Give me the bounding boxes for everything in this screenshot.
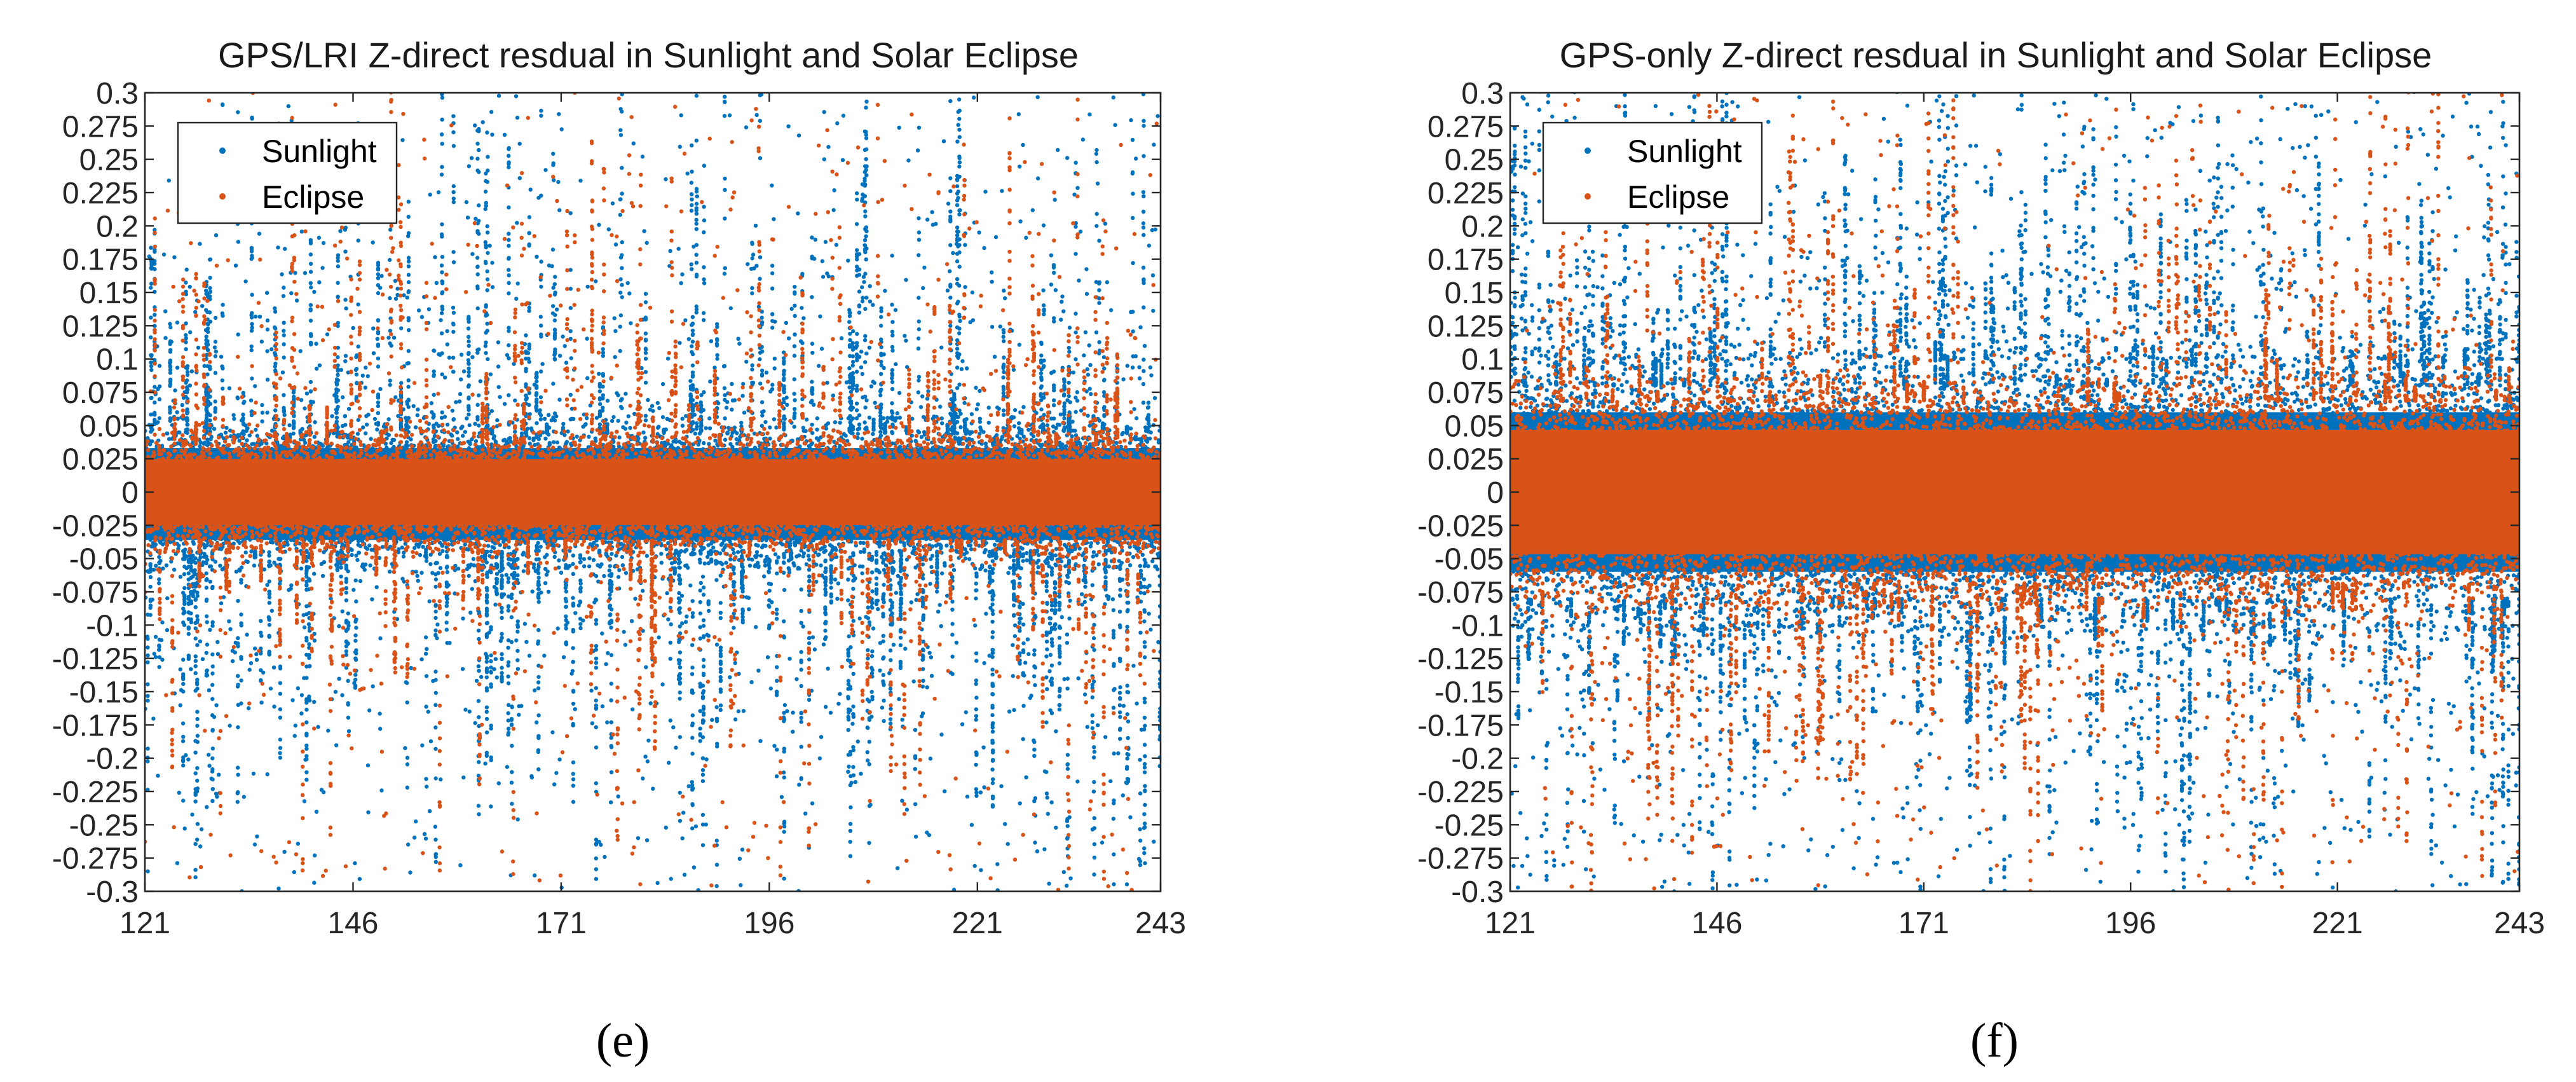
legend-label: Eclipse <box>262 179 364 215</box>
y-tick-label: -0.2 <box>86 743 139 776</box>
y-tick-label: -0.2 <box>1451 743 1504 776</box>
y-tick-label: 0.225 <box>1428 177 1504 210</box>
y-tick-label: 0.025 <box>62 443 139 477</box>
y-tick-label: -0.15 <box>69 676 139 709</box>
legend-marker <box>219 193 226 200</box>
y-tick-label: 0.25 <box>79 144 139 177</box>
y-tick-label: 0.3 <box>96 77 139 111</box>
y-tick-label: -0.125 <box>52 643 139 676</box>
y-tick-label: 0.125 <box>1428 310 1504 343</box>
x-tick-label: 243 <box>2494 907 2545 940</box>
y-tick-label: 0.05 <box>1445 409 1504 443</box>
x-tick-label: 121 <box>1485 907 1536 940</box>
x-tick-label: 146 <box>1691 907 1742 940</box>
chart-title: GPS/LRI Z-direct resdual in Sunlight and… <box>218 35 1079 75</box>
y-tick-label: -0.275 <box>52 842 139 876</box>
x-tick-label: 221 <box>952 907 1003 940</box>
panel-f: GPS-only Z-direct resdual in Sunlight an… <box>1417 12 2545 1067</box>
y-tick-label: 0.1 <box>96 343 139 377</box>
y-tick-label: -0.075 <box>52 576 139 610</box>
y-tick-label: 0.175 <box>62 243 139 277</box>
y-tick-label: -0.125 <box>1417 643 1504 676</box>
panel-caption: (f) <box>1970 1014 2019 1067</box>
legend-marker <box>1584 147 1591 154</box>
panel-caption: (e) <box>596 1014 650 1067</box>
y-tick-label: -0.05 <box>1435 543 1504 577</box>
y-tick-label: 0.2 <box>96 210 139 243</box>
y-tick-label: -0.15 <box>1435 676 1504 709</box>
panel-e: GPS/LRI Z-direct resdual in Sunlight and… <box>52 35 1186 1067</box>
y-tick-label: 0.05 <box>79 409 139 443</box>
x-tick-label: 221 <box>2312 907 2363 940</box>
y-tick-label: 0.175 <box>1428 243 1504 277</box>
y-tick-label: -0.025 <box>1417 509 1504 543</box>
y-tick-label: 0 <box>1487 476 1504 510</box>
plot-area-e: 0.30.2750.250.2250.20.1750.150.1250.10.0… <box>52 71 1186 940</box>
y-tick-label: -0.3 <box>1451 875 1504 909</box>
y-tick-label: -0.25 <box>69 809 139 842</box>
legend-label: Sunlight <box>1627 134 1742 169</box>
y-tick-label: 0.25 <box>1445 144 1504 177</box>
x-tick-label: 196 <box>2105 907 2156 940</box>
y-tick-label: 0.275 <box>1428 110 1504 144</box>
y-tick-label: -0.275 <box>1417 842 1504 876</box>
y-tick-label: -0.225 <box>52 776 139 809</box>
legend: Sunlight Eclipse <box>178 123 397 223</box>
y-tick-label: 0.075 <box>62 376 139 410</box>
x-tick-label: 171 <box>1898 907 1949 940</box>
chart-title: GPS-only Z-direct resdual in Sunlight an… <box>1560 35 2432 75</box>
y-tick-label: -0.1 <box>86 609 139 643</box>
y-tick-label: 0.075 <box>1428 376 1504 410</box>
y-tick-label: 0.125 <box>62 310 139 343</box>
x-tick-label: 146 <box>327 907 378 940</box>
x-tick-label: 243 <box>1135 907 1186 940</box>
y-tick-label: -0.25 <box>1435 809 1504 842</box>
y-tick-label: -0.05 <box>69 543 139 577</box>
y-tick-label: 0.1 <box>1461 343 1504 377</box>
legend-label: Sunlight <box>262 134 377 169</box>
legend-marker <box>219 147 226 154</box>
x-tick-label: 196 <box>744 907 794 940</box>
y-tick-label: -0.025 <box>52 509 139 543</box>
x-tick-label: 171 <box>536 907 587 940</box>
x-tick-label: 121 <box>119 907 170 940</box>
y-tick-label: 0.275 <box>62 110 139 144</box>
legend: Sunlight Eclipse <box>1543 123 1762 223</box>
y-tick-label: 0.2 <box>1461 210 1504 243</box>
y-tick-label: 0 <box>121 476 139 510</box>
y-tick-label: -0.075 <box>1417 576 1504 610</box>
y-tick-label: 0.225 <box>62 177 139 210</box>
legend-label: Eclipse <box>1627 179 1729 215</box>
plot-area-f: 0.30.2750.250.2250.20.1750.150.1250.10.0… <box>1417 12 2545 973</box>
y-tick-label: 0.025 <box>1428 443 1504 477</box>
y-tick-label: -0.225 <box>1417 776 1504 809</box>
y-tick-label: -0.1 <box>1451 609 1504 643</box>
y-tick-label: 0.3 <box>1461 77 1504 111</box>
y-tick-label: 0.15 <box>1445 277 1504 310</box>
y-tick-label: 0.15 <box>79 277 139 310</box>
y-tick-label: -0.175 <box>52 709 139 743</box>
y-tick-label: -0.175 <box>1417 709 1504 743</box>
y-tick-label: -0.3 <box>86 875 139 909</box>
legend-marker <box>1584 193 1591 200</box>
